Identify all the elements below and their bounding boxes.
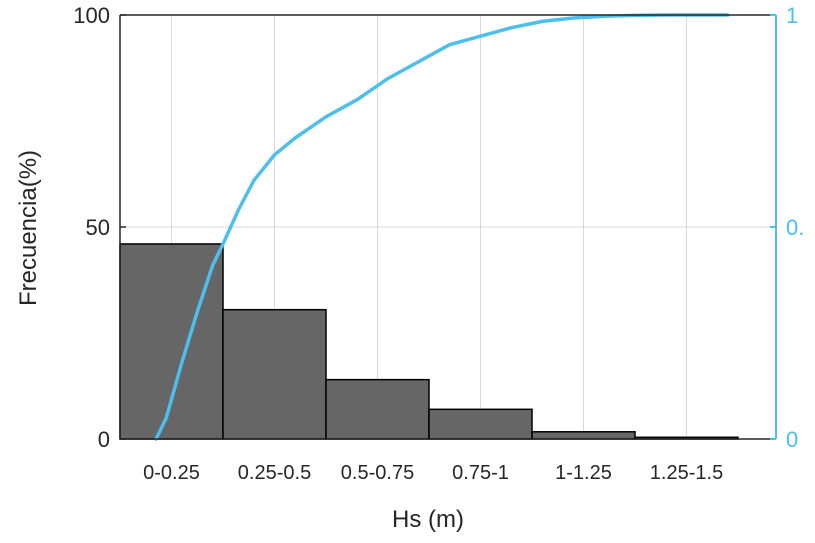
left-tick-label: 0: [98, 427, 110, 452]
histogram-bar: [119, 243, 224, 440]
x-tick-label: 1-1.25: [555, 462, 612, 484]
cumulative-line: [154, 13, 730, 441]
histogram-bar: [325, 378, 430, 440]
x-axis-label: Hs (m): [392, 506, 464, 533]
x-tick-label: 1.25-1.5: [650, 462, 723, 484]
bars: [119, 243, 739, 440]
histogram-bar: [222, 308, 327, 440]
x-tick-label: 0.25-0.5: [238, 462, 311, 484]
x-tick-label: 0.5-0.75: [341, 462, 414, 484]
left-tick-labels: 0 50 100: [73, 3, 126, 452]
right-tick-label: 1: [786, 3, 798, 28]
histogram-bar: [428, 408, 533, 440]
x-tick-label: 0-0.25: [143, 462, 200, 484]
histogram-bar: [531, 431, 636, 440]
axes: [119, 14, 777, 440]
cumulative-line-path: [154, 13, 730, 441]
right-tick-labels: 00.1: [770, 3, 804, 452]
x-tick-labels: 0-0.25 0.25-0.5 0.5-0.75 0.75-1 1-1.25 1.25-1…: [143, 462, 723, 484]
y-axis-label: Frecuencia(%): [15, 150, 42, 306]
right-tick-label: 0: [786, 427, 798, 452]
right-tick-label: 0.: [786, 215, 804, 240]
x-tick-label: 0.75-1: [452, 462, 509, 484]
left-tick-label: 50: [86, 215, 110, 240]
left-tick-label: 100: [73, 3, 110, 28]
